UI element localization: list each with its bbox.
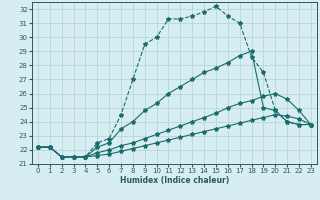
X-axis label: Humidex (Indice chaleur): Humidex (Indice chaleur) bbox=[120, 176, 229, 185]
